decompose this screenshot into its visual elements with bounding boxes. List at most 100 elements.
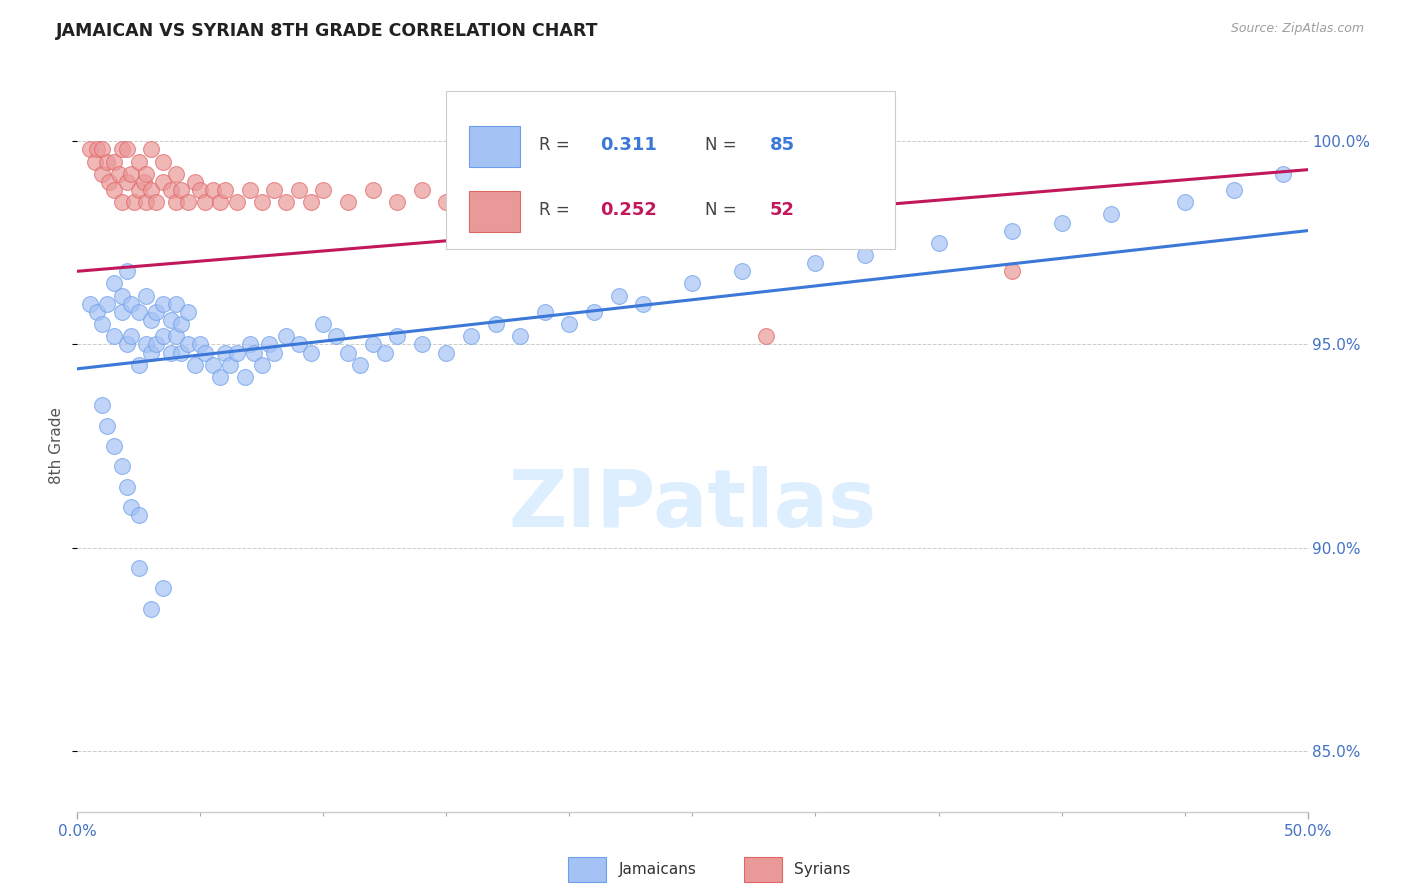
Point (361, 337, 384, 351)
Text: Jamaicans: Jamaicans (619, 863, 696, 877)
Point (853, 248, 876, 262)
Point (145, 195, 167, 210)
Point (387, 195, 409, 210)
Point (184, 175, 207, 189)
Point (111, 142, 132, 156)
Point (128, 183, 150, 197)
Point (145, 305, 167, 319)
Point (90, 398, 114, 412)
Point (96, 297, 118, 311)
Point (90, 167, 114, 181)
Point (250, 195, 273, 210)
Point (349, 358, 371, 372)
Point (135, 167, 157, 181)
Point (141, 183, 163, 197)
Text: Syrians: Syrians (794, 863, 851, 877)
Point (374, 345, 396, 359)
Point (194, 195, 217, 210)
Point (165, 329, 187, 343)
Point (96, 154, 118, 169)
Point (128, 305, 150, 319)
Point (103, 154, 125, 169)
Point (121, 500, 143, 514)
Point (96, 418, 118, 433)
Point (145, 337, 167, 351)
Text: R =: R = (538, 136, 575, 153)
Point (135, 337, 157, 351)
Point (1174, 195, 1197, 210)
Point (108, 167, 131, 181)
Point (141, 142, 163, 156)
FancyBboxPatch shape (447, 91, 896, 249)
Point (141, 601, 163, 615)
Point (243, 345, 266, 359)
Point (111, 288, 132, 302)
Point (226, 195, 249, 210)
Point (682, 277, 704, 291)
Point (86, 305, 108, 319)
Text: 0.252: 0.252 (600, 202, 657, 219)
Text: N =: N = (704, 202, 741, 219)
Point (160, 313, 183, 327)
Point (299, 195, 322, 210)
Point (122, 195, 145, 210)
Point (209, 370, 232, 384)
Point (132, 175, 155, 189)
Point (607, 288, 630, 302)
Point (141, 345, 163, 359)
Point (928, 235, 950, 250)
Point (633, 297, 655, 311)
Point (90, 142, 114, 156)
Point (115, 264, 138, 278)
Point (170, 345, 193, 359)
Point (239, 337, 262, 351)
Point (804, 256, 827, 270)
Point (165, 195, 187, 210)
Point (86, 142, 108, 156)
Point (160, 345, 183, 359)
Point (1001, 224, 1024, 238)
Point (755, 329, 778, 343)
Point (337, 345, 360, 359)
Point (170, 317, 193, 331)
Point (190, 183, 212, 197)
Text: N =: N = (704, 136, 741, 153)
Point (121, 297, 143, 311)
Point (226, 345, 249, 359)
Point (288, 183, 311, 197)
FancyBboxPatch shape (468, 192, 520, 233)
Point (184, 358, 207, 372)
Point (115, 337, 138, 351)
Point (485, 317, 508, 331)
Point (141, 313, 163, 327)
Point (135, 288, 157, 302)
Point (288, 337, 311, 351)
Point (436, 195, 458, 210)
Point (79, 142, 101, 156)
Point (460, 329, 482, 343)
Point (436, 345, 458, 359)
Point (170, 183, 193, 197)
Point (135, 195, 157, 210)
FancyBboxPatch shape (468, 126, 520, 167)
Point (239, 183, 262, 197)
Point (312, 183, 335, 197)
Point (177, 305, 200, 319)
Point (128, 154, 150, 169)
Point (121, 329, 143, 343)
Point (194, 345, 217, 359)
Point (115, 480, 138, 494)
Point (201, 183, 224, 197)
Point (209, 195, 232, 210)
Point (731, 264, 754, 278)
Point (177, 337, 200, 351)
Point (337, 195, 360, 210)
Point (83, 154, 105, 169)
Point (411, 183, 433, 197)
Point (1050, 215, 1073, 229)
Point (98, 175, 121, 189)
Point (219, 358, 242, 372)
Point (411, 337, 433, 351)
Point (1001, 264, 1024, 278)
Point (233, 370, 256, 384)
